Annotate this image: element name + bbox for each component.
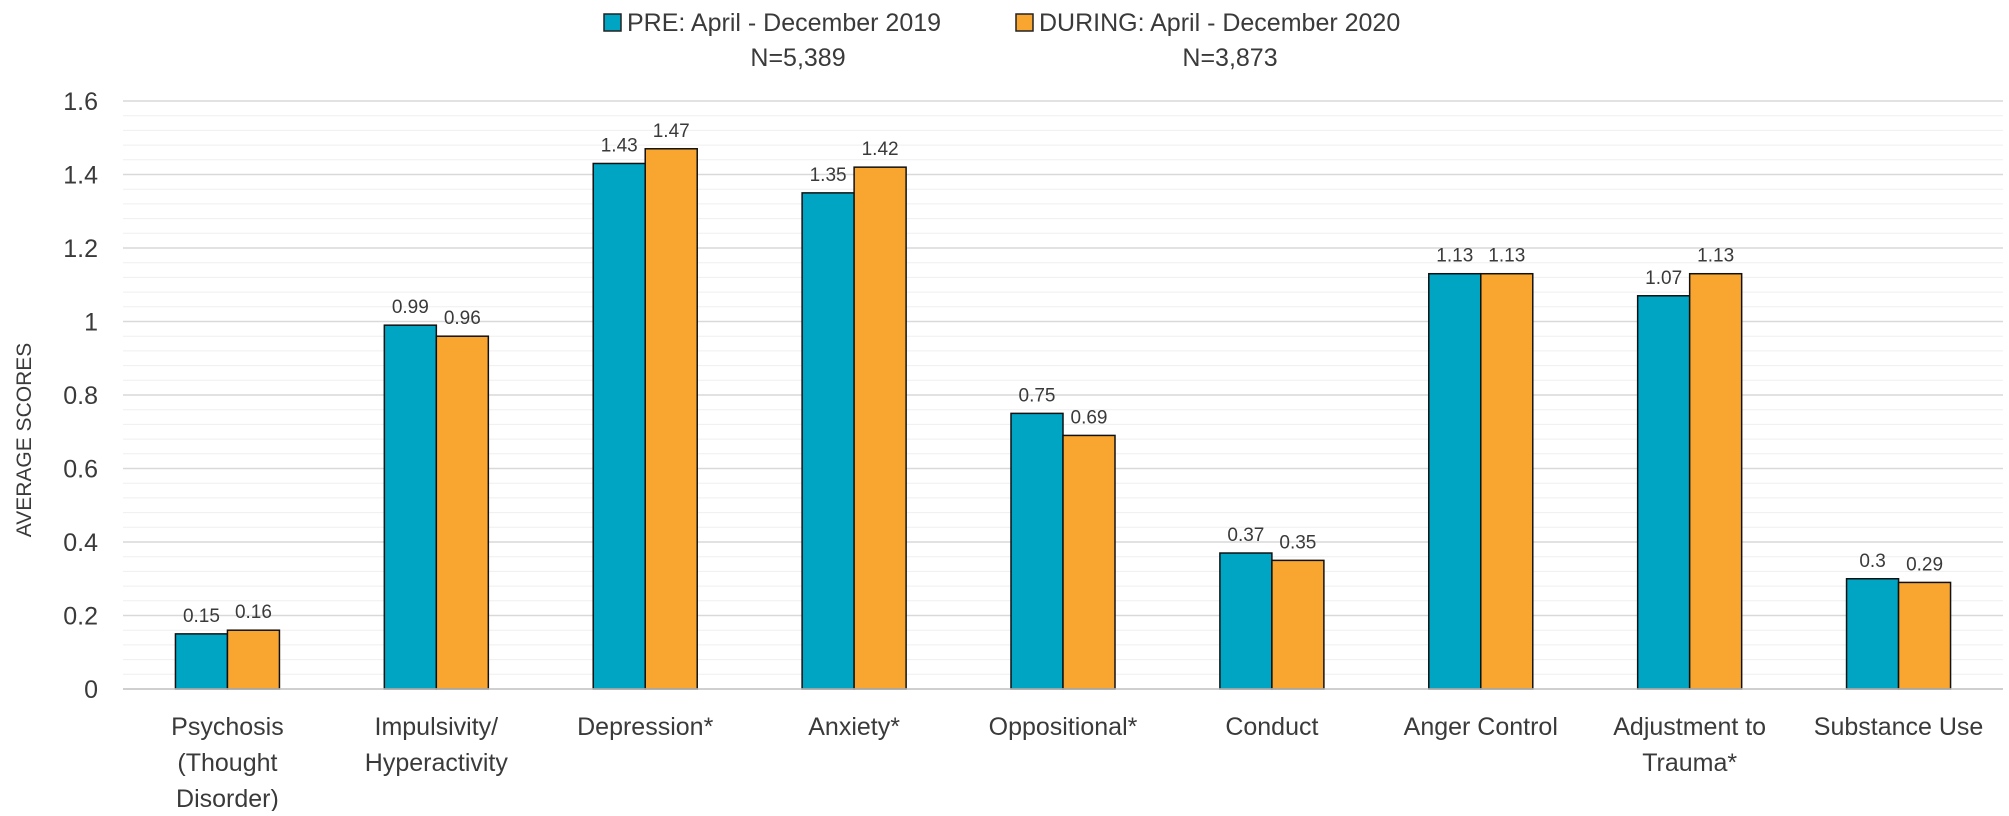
y-tick-label: 0.4 bbox=[63, 529, 98, 557]
bar-during bbox=[1480, 272, 1534, 690]
bar-during bbox=[644, 148, 698, 690]
data-label-pre: 0.99 bbox=[392, 297, 429, 318]
category-label: Oppositional* bbox=[989, 713, 1138, 741]
y-tick-label: 1.6 bbox=[63, 88, 98, 116]
legend-swatch-during bbox=[1015, 13, 1034, 32]
bar-pre bbox=[174, 633, 229, 690]
y-axis-ticks: 0 0.2 0.4 0.6 0.8 1 1.2 1.4 1.6 bbox=[63, 88, 98, 704]
data-label-during: 1.47 bbox=[653, 121, 690, 142]
data-label-during: 0.16 bbox=[235, 602, 272, 623]
category-label: Substance Use bbox=[1814, 713, 1984, 741]
bar-during bbox=[435, 335, 490, 690]
category-label: Conduct bbox=[1225, 713, 1318, 741]
bar-pre bbox=[383, 324, 438, 690]
y-tick-label: 1.4 bbox=[63, 162, 98, 190]
y-tick-label: 0 bbox=[84, 676, 98, 704]
bar-during bbox=[1688, 272, 1743, 690]
category-label: Adjustment to Trauma* bbox=[1613, 713, 1766, 777]
data-label-pre: 1.13 bbox=[1436, 246, 1473, 267]
bars bbox=[174, 148, 1952, 690]
bar-pre bbox=[1428, 272, 1482, 690]
y-tick-label: 0.6 bbox=[63, 456, 98, 484]
data-label-during: 1.42 bbox=[862, 139, 899, 160]
bar-pre bbox=[1219, 552, 1273, 690]
legend-label-during: DURING: April - December 2020 bbox=[1039, 9, 1400, 37]
data-labels: 0.15 0.16 0.99 0.96 1.43 1.47 1.35 1.42 0.75 0.69… bbox=[183, 121, 1943, 627]
data-label-pre: 0.37 bbox=[1227, 525, 1264, 546]
category-label: Anxiety* bbox=[808, 713, 900, 741]
bar-pre bbox=[592, 162, 646, 690]
legend: PRE: April - December 2019 N=5,389 DURIN… bbox=[603, 9, 1400, 72]
legend-sample-size-during: N=3,873 bbox=[1182, 44, 1277, 72]
bar-pre bbox=[1845, 578, 1900, 690]
data-label-during: 0.96 bbox=[444, 308, 481, 329]
bar-during bbox=[1062, 434, 1116, 690]
bar-pre bbox=[1636, 295, 1691, 690]
category-label: Impulsivity/Hyperactivity bbox=[365, 713, 509, 777]
bar-during bbox=[853, 166, 907, 690]
legend-sample-size-pre: N=5,389 bbox=[750, 44, 845, 72]
data-label-pre: 1.35 bbox=[810, 165, 847, 186]
data-label-pre: 0.15 bbox=[183, 606, 220, 627]
category-labels: Psychosis (Thought Disorder) Impulsivity/Hy… bbox=[171, 713, 1984, 813]
data-label-pre: 1.43 bbox=[601, 135, 638, 156]
bar-during bbox=[226, 629, 281, 690]
y-tick-label: 0.8 bbox=[63, 382, 98, 410]
data-label-during: 1.13 bbox=[1488, 246, 1525, 267]
data-label-during: 1.13 bbox=[1697, 246, 1734, 267]
y-tick-label: 1 bbox=[84, 309, 98, 337]
bar-pre bbox=[1010, 412, 1064, 690]
data-label-pre: 0.75 bbox=[1019, 385, 1056, 406]
legend-swatch-pre bbox=[603, 13, 622, 32]
y-tick-label: 1.2 bbox=[63, 235, 98, 263]
data-label-pre: 1.07 bbox=[1645, 268, 1682, 289]
legend-label-pre: PRE: April - December 2019 bbox=[627, 9, 941, 37]
y-axis-title: AVERAGE SCORES bbox=[13, 343, 36, 538]
y-tick-label: 0.2 bbox=[63, 603, 98, 631]
data-label-during: 0.29 bbox=[1906, 554, 1943, 575]
bar-during bbox=[1897, 581, 1952, 690]
category-label: Depression* bbox=[577, 713, 713, 741]
category-label: Psychosis (Thought Disorder) bbox=[171, 713, 284, 811]
data-label-during: 0.69 bbox=[1071, 407, 1108, 428]
bar-pre bbox=[801, 192, 855, 690]
data-label-during: 0.35 bbox=[1279, 532, 1316, 553]
category-label: Anger Control bbox=[1404, 713, 1558, 741]
bar-during bbox=[1271, 559, 1325, 690]
data-label-pre: 0.3 bbox=[1859, 551, 1885, 572]
